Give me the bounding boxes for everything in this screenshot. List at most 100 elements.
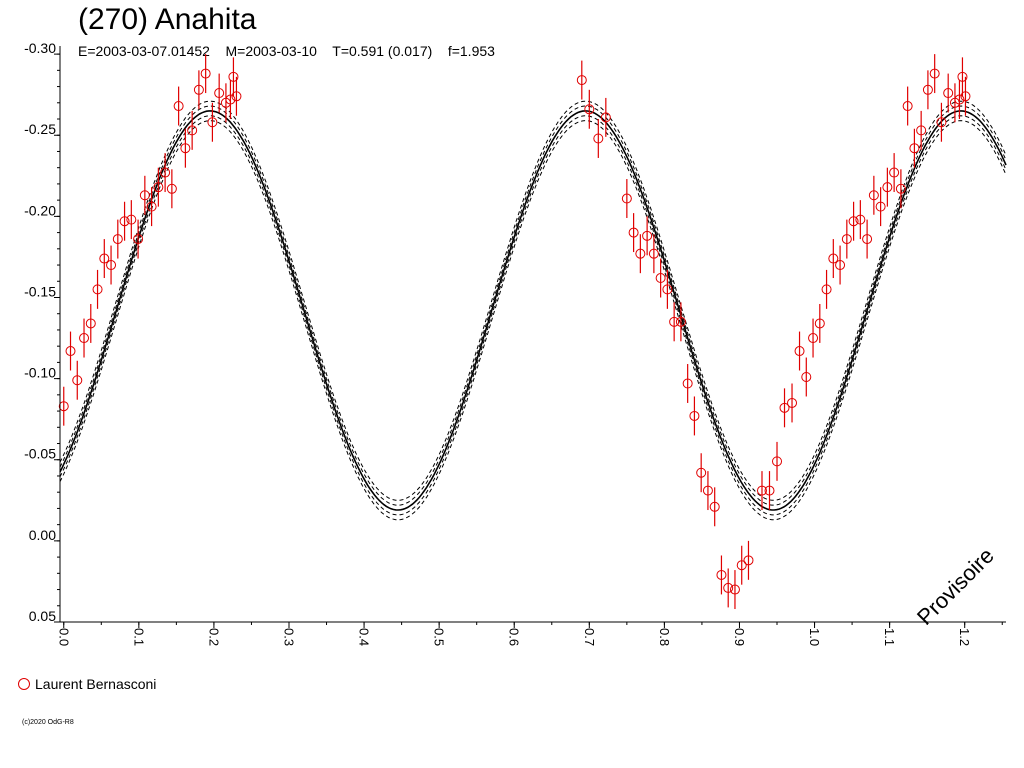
data-point	[772, 456, 783, 467]
x-tick-label: 1.2	[957, 628, 972, 646]
data-point	[669, 316, 680, 327]
data-point	[764, 485, 775, 496]
data-point	[794, 346, 805, 357]
x-tick-label: 1.1	[882, 628, 897, 646]
x-tick-label: 1.0	[807, 628, 822, 646]
data-point	[92, 284, 103, 295]
y-tick-label: -0.20	[24, 202, 56, 218]
data-point	[696, 467, 707, 478]
data-point	[889, 167, 900, 178]
legend-marker-icon	[18, 678, 30, 690]
data-point	[139, 190, 150, 201]
data-point	[936, 117, 947, 128]
data-points-group	[58, 54, 971, 610]
data-point	[675, 316, 686, 327]
data-point	[584, 104, 595, 115]
legend-label: Laurent Bernasconi	[35, 676, 157, 692]
data-point	[875, 201, 886, 212]
data-point	[808, 333, 819, 344]
data-point	[779, 402, 790, 413]
data-point	[106, 260, 117, 271]
data-point	[133, 234, 144, 245]
data-point	[848, 216, 859, 227]
x-tick-label: 0.8	[657, 628, 672, 646]
data-point	[828, 253, 839, 264]
x-tick-label: 0.0	[56, 628, 71, 646]
y-tick-label: 0.00	[29, 527, 56, 543]
data-point	[225, 94, 236, 105]
y-tick-label: -0.15	[24, 283, 56, 299]
model-curve-band	[59, 100, 1007, 501]
data-point	[922, 84, 933, 95]
data-point	[882, 182, 893, 193]
model-curve-main	[59, 110, 1007, 511]
axes-group: -0.30-0.25-0.20-0.15-0.10-0.050.000.050.…	[24, 40, 1006, 646]
legend: Laurent Bernasconi	[18, 675, 156, 693]
data-point	[716, 569, 727, 580]
data-point	[855, 214, 866, 225]
data-point	[895, 183, 906, 194]
y-tick-label: -0.25	[24, 121, 56, 137]
data-point	[909, 143, 920, 154]
model-curve-band	[59, 105, 1007, 506]
chart-subtitle: E=2003-03-07.01452 M=2003-03-10 T=0.591 …	[78, 43, 495, 59]
y-tick-label: 0.05	[29, 608, 56, 624]
x-tick-label: 0.6	[507, 628, 522, 646]
data-point	[200, 68, 211, 79]
data-point	[960, 91, 971, 102]
data-point	[146, 201, 157, 212]
data-point	[160, 167, 171, 178]
data-point	[119, 216, 130, 227]
data-point	[756, 485, 767, 496]
model-curve-band	[59, 120, 1007, 521]
data-point	[841, 234, 852, 245]
data-point	[228, 71, 239, 82]
data-point	[187, 125, 198, 136]
data-point	[801, 371, 812, 382]
data-point	[662, 284, 673, 295]
y-tick-label: -0.30	[24, 40, 56, 56]
data-point	[207, 117, 218, 128]
data-point	[635, 248, 646, 259]
data-point	[689, 410, 700, 421]
data-point	[743, 555, 754, 566]
data-point	[868, 190, 879, 201]
data-point	[954, 94, 965, 105]
data-point	[153, 182, 164, 193]
data-point	[655, 273, 666, 284]
data-point	[814, 318, 825, 329]
data-point	[835, 260, 846, 271]
data-point	[593, 133, 604, 144]
data-point	[916, 125, 927, 136]
chart-title: (270) Anahita	[78, 3, 257, 36]
data-point	[821, 284, 832, 295]
data-point	[702, 485, 713, 496]
x-tick-label: 0.9	[732, 628, 747, 646]
data-point	[193, 84, 204, 95]
data-point	[79, 333, 90, 344]
data-point	[65, 346, 76, 357]
data-point	[787, 397, 798, 408]
data-point	[58, 401, 69, 412]
y-tick-label: -0.10	[24, 365, 56, 381]
data-point	[621, 193, 632, 204]
data-point	[576, 75, 587, 86]
data-point	[862, 234, 873, 245]
y-tick-label: -0.05	[24, 446, 56, 462]
model-curve-group	[59, 100, 1007, 521]
data-point	[72, 375, 83, 386]
data-point	[723, 582, 734, 593]
data-point	[214, 88, 225, 99]
data-point	[180, 143, 191, 154]
data-point	[957, 71, 968, 82]
data-point	[709, 501, 720, 512]
copyright-note: (c)2020 OdG-R8	[22, 719, 74, 726]
data-point	[682, 378, 693, 389]
x-tick-label: 0.5	[432, 628, 447, 646]
data-point	[600, 112, 611, 123]
data-point	[729, 584, 740, 595]
x-tick-label: 0.7	[582, 628, 597, 646]
x-tick-label: 0.4	[357, 628, 372, 646]
data-point	[231, 91, 242, 102]
